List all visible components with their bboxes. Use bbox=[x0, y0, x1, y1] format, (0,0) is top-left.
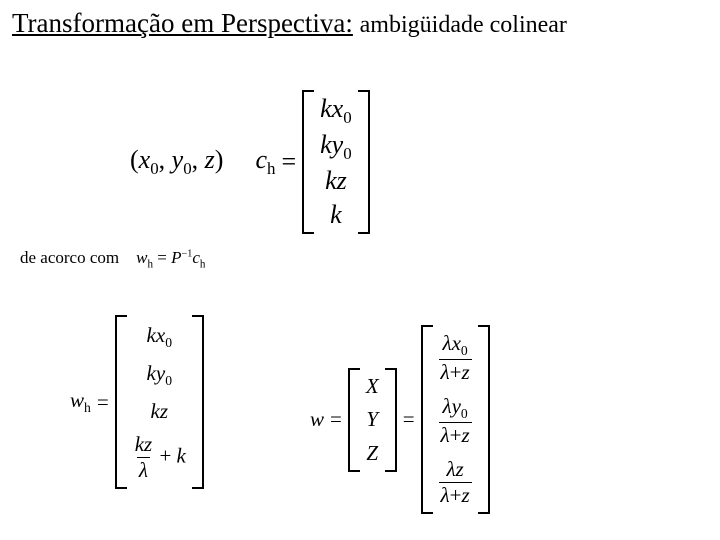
page-title: Transformação em Perspectiva: ambigüidad… bbox=[12, 8, 567, 39]
equation-block-1: (x0, y0, z) ch = kx0 ky0 kz k bbox=[130, 90, 370, 234]
equals-sign: = bbox=[281, 147, 296, 177]
title-main: Transformação em Perspectiva: bbox=[12, 8, 353, 38]
title-sub: ambigüidade colinear bbox=[360, 12, 567, 38]
point-tuple: (x0, y0, z) bbox=[130, 145, 223, 179]
text-line: de acorco com wh = P−1ch bbox=[20, 248, 205, 270]
result-vector: λx0 λ+z λy0 λ+z λz λ+z bbox=[421, 325, 490, 514]
xyz-vector: X Y Z bbox=[348, 368, 397, 472]
equation-wh-vector: wh = kx0 ky0 kz kz λ + k bbox=[70, 315, 204, 489]
ch-symbol: ch bbox=[255, 145, 275, 179]
equation-w-result: w = X Y Z = λx0 λ+z λy0 λ+z bbox=[310, 325, 490, 514]
wh-vector: kx0 ky0 kz kz λ + k bbox=[115, 315, 204, 489]
lead-text: de acorco com bbox=[20, 248, 119, 267]
ch-vector: kx0 ky0 kz k bbox=[302, 90, 370, 234]
wh-symbol: wh bbox=[70, 388, 91, 416]
w-symbol: w bbox=[310, 407, 324, 432]
